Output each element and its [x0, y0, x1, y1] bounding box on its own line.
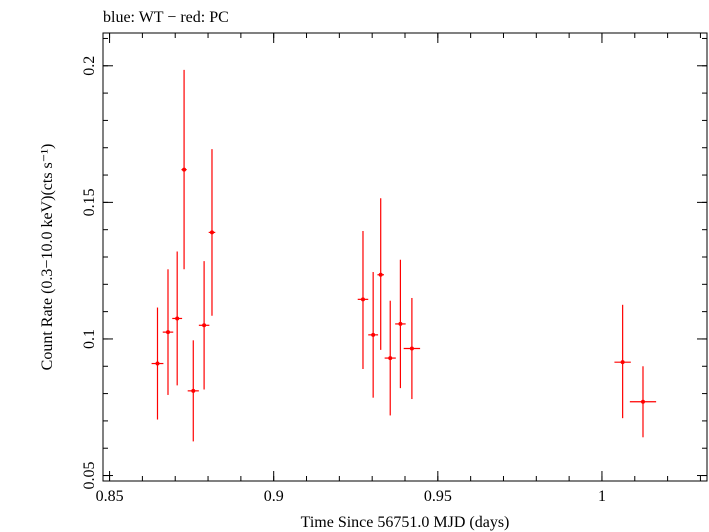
data-point	[187, 340, 199, 442]
y-axis-label: Count Rate (0.3−10.0 keV)(cts s⁻¹)	[39, 144, 56, 371]
data-point	[368, 272, 379, 398]
point-marker	[175, 316, 180, 321]
y-tick-label: 0.2	[81, 56, 98, 76]
point-marker	[155, 361, 160, 366]
y-tick-label: 0.15	[81, 188, 98, 216]
y-tick-label: 0.1	[81, 329, 98, 349]
data-point	[384, 300, 396, 416]
point-marker	[378, 272, 383, 277]
data-point	[395, 259, 406, 389]
point-marker	[360, 297, 365, 302]
data-point	[403, 297, 421, 400]
data-point	[181, 69, 187, 270]
chart-title: blue: WT − red: PC	[103, 9, 229, 26]
data-point	[198, 261, 210, 390]
data-point	[629, 366, 657, 438]
point-marker	[209, 230, 214, 235]
data-point	[151, 307, 164, 420]
x-tick-label: 0.95	[424, 488, 452, 505]
point-marker	[409, 346, 414, 351]
point-marker	[640, 399, 645, 404]
axis-ticks: 0.85 0.9 0.95 1 0.05 0.1 0.15 0.2	[81, 33, 707, 505]
point-marker	[165, 330, 170, 335]
x-axis-label: Time Since 56751.0 MJD (days)	[301, 514, 510, 531]
x-tick-label: 0.9	[264, 488, 284, 505]
point-marker	[398, 321, 403, 326]
data-point	[162, 269, 174, 395]
data-point	[377, 198, 384, 350]
data-point	[172, 251, 183, 386]
point-marker	[620, 360, 625, 365]
data-points	[151, 69, 657, 442]
point-marker	[202, 323, 207, 328]
x-tick-label: 1	[598, 488, 606, 505]
y-tick-label: 0.05	[81, 462, 98, 490]
point-marker	[182, 167, 187, 172]
x-tick-label: 0.85	[96, 488, 124, 505]
data-point	[357, 231, 369, 369]
data-point	[614, 304, 631, 419]
point-marker	[388, 356, 393, 361]
point-marker	[191, 388, 196, 393]
data-point	[208, 149, 216, 316]
point-marker	[371, 332, 376, 337]
